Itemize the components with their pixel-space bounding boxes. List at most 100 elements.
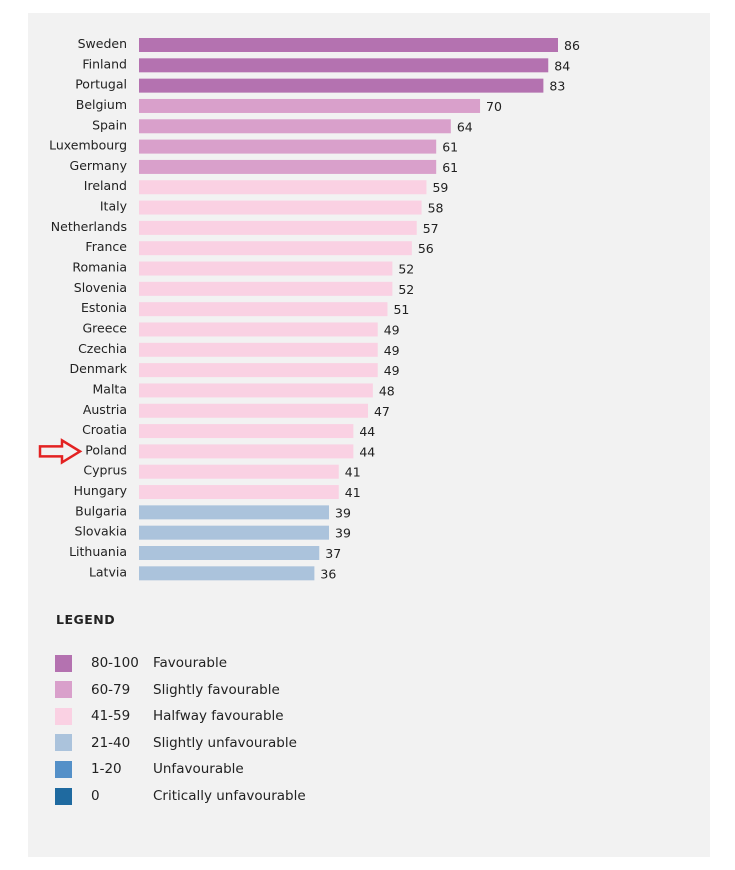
bar-portugal: [139, 78, 544, 93]
category-label: Cyprus: [83, 463, 127, 478]
bar-malta: [139, 383, 373, 398]
value-label: 39: [335, 505, 351, 520]
bar-ireland: [139, 180, 427, 195]
value-label: 36: [320, 566, 336, 581]
value-label: 70: [486, 99, 502, 114]
legend-item: 60-79 Slightly favourable: [55, 681, 280, 699]
bar-denmark: [139, 363, 378, 378]
value-label: 61: [442, 160, 458, 175]
category-label: Portugal: [75, 77, 127, 92]
category-label: Czechia: [78, 341, 127, 356]
bar-france: [139, 241, 412, 256]
legend-label: Slightly favourable: [153, 681, 280, 698]
bar-poland: [139, 444, 354, 459]
bar-latvia: [139, 566, 315, 581]
category-label: Malta: [93, 381, 127, 396]
value-label: 57: [423, 221, 439, 236]
bar-sweden: [139, 38, 558, 52]
category-label: Croatia: [82, 422, 127, 437]
category-label: Slovakia: [75, 524, 127, 539]
bar-chart: Sweden 86 Finland 84 Portugal 83 Belgium 70 Spai…: [38, 36, 580, 581]
category-label: Austria: [83, 402, 127, 417]
value-label: 59: [432, 180, 448, 195]
legend-range: 1-20: [91, 761, 122, 778]
category-label: Estonia: [81, 300, 127, 315]
legend-title: LEGEND: [56, 612, 116, 627]
category-label: Hungary: [74, 483, 128, 498]
bar-lithuania: [139, 546, 320, 560]
value-label: 58: [428, 201, 444, 216]
legend-label: Favourable: [153, 655, 228, 671]
category-label: Slovenia: [74, 280, 127, 295]
bar-cyprus: [139, 464, 339, 479]
bar-austria: [139, 403, 368, 418]
value-label: 41: [345, 485, 361, 500]
bar-luxembourg: [139, 139, 437, 154]
bar-italy: [139, 200, 422, 215]
legend-range: 41-59: [91, 708, 131, 725]
category-label: Denmark: [70, 361, 128, 376]
category-label: Latvia: [89, 564, 127, 579]
value-label: 64: [457, 119, 473, 134]
category-label: Netherlands: [51, 219, 127, 234]
category-label: Luxembourg: [49, 138, 127, 153]
category-label: Belgium: [76, 97, 127, 112]
bar-germany: [139, 159, 437, 174]
value-label: 39: [335, 526, 351, 541]
category-label: Lithuania: [69, 544, 127, 559]
value-label: 41: [345, 465, 361, 480]
category-label: Germany: [70, 158, 128, 173]
bar-romania: [139, 261, 393, 276]
legend-item: 80-100 Favourable: [55, 654, 227, 672]
category-label: Sweden: [78, 36, 127, 51]
bar-croatia: [139, 424, 354, 439]
value-label: 52: [398, 282, 414, 297]
category-label: Greece: [83, 320, 128, 335]
legend-range: 0: [91, 788, 100, 804]
value-label: 47: [374, 404, 390, 419]
value-label: 44: [359, 424, 375, 439]
value-label: 51: [393, 302, 409, 317]
value-label: 84: [554, 58, 570, 73]
legend-swatch: [55, 681, 72, 699]
legend-range: 60-79: [91, 681, 131, 698]
category-label: Bulgaria: [75, 503, 127, 518]
bar-hungary: [139, 485, 339, 500]
bar-slovakia: [139, 525, 330, 540]
category-label: Poland: [85, 442, 127, 457]
legend-label: Halfway favourable: [153, 708, 284, 725]
value-label: 56: [418, 241, 434, 256]
value-label: 61: [442, 140, 458, 155]
bar-finland: [139, 58, 549, 73]
legend-swatch: [55, 787, 72, 805]
legend-label: Critically unfavourable: [153, 788, 306, 804]
legend-swatch: [55, 734, 72, 752]
bar-czechia: [139, 342, 378, 357]
legend-item: 41-59 Halfway favourable: [55, 707, 284, 725]
value-label: 44: [359, 444, 375, 459]
value-label: 49: [384, 343, 400, 358]
bar-slovenia: [139, 281, 393, 296]
category-label: Italy: [100, 199, 128, 214]
legend-swatch: [55, 707, 72, 725]
category-label: Ireland: [84, 178, 127, 193]
category-label: Romania: [72, 260, 127, 275]
legend-swatch: [55, 654, 72, 672]
legend-range: 21-40: [91, 734, 131, 751]
value-label: 83: [549, 79, 565, 94]
legend-item: 21-40 Slightly unfavourable: [55, 734, 297, 752]
category-label: Finland: [82, 56, 127, 71]
legend-item: 0 Critically unfavourable: [55, 787, 306, 805]
bar-netherlands: [139, 220, 417, 235]
legend-range: 80-100: [91, 655, 139, 671]
category-label: France: [85, 239, 127, 254]
category-label: Spain: [92, 117, 127, 132]
red-arrow-icon: [38, 438, 83, 465]
value-label: 49: [384, 322, 400, 337]
legend-swatch: [55, 760, 72, 778]
legend-label: Unfavourable: [153, 761, 244, 778]
value-label: 49: [384, 363, 400, 378]
value-label: 86: [564, 38, 580, 53]
bar-bulgaria: [139, 505, 330, 520]
bar-spain: [139, 119, 451, 134]
